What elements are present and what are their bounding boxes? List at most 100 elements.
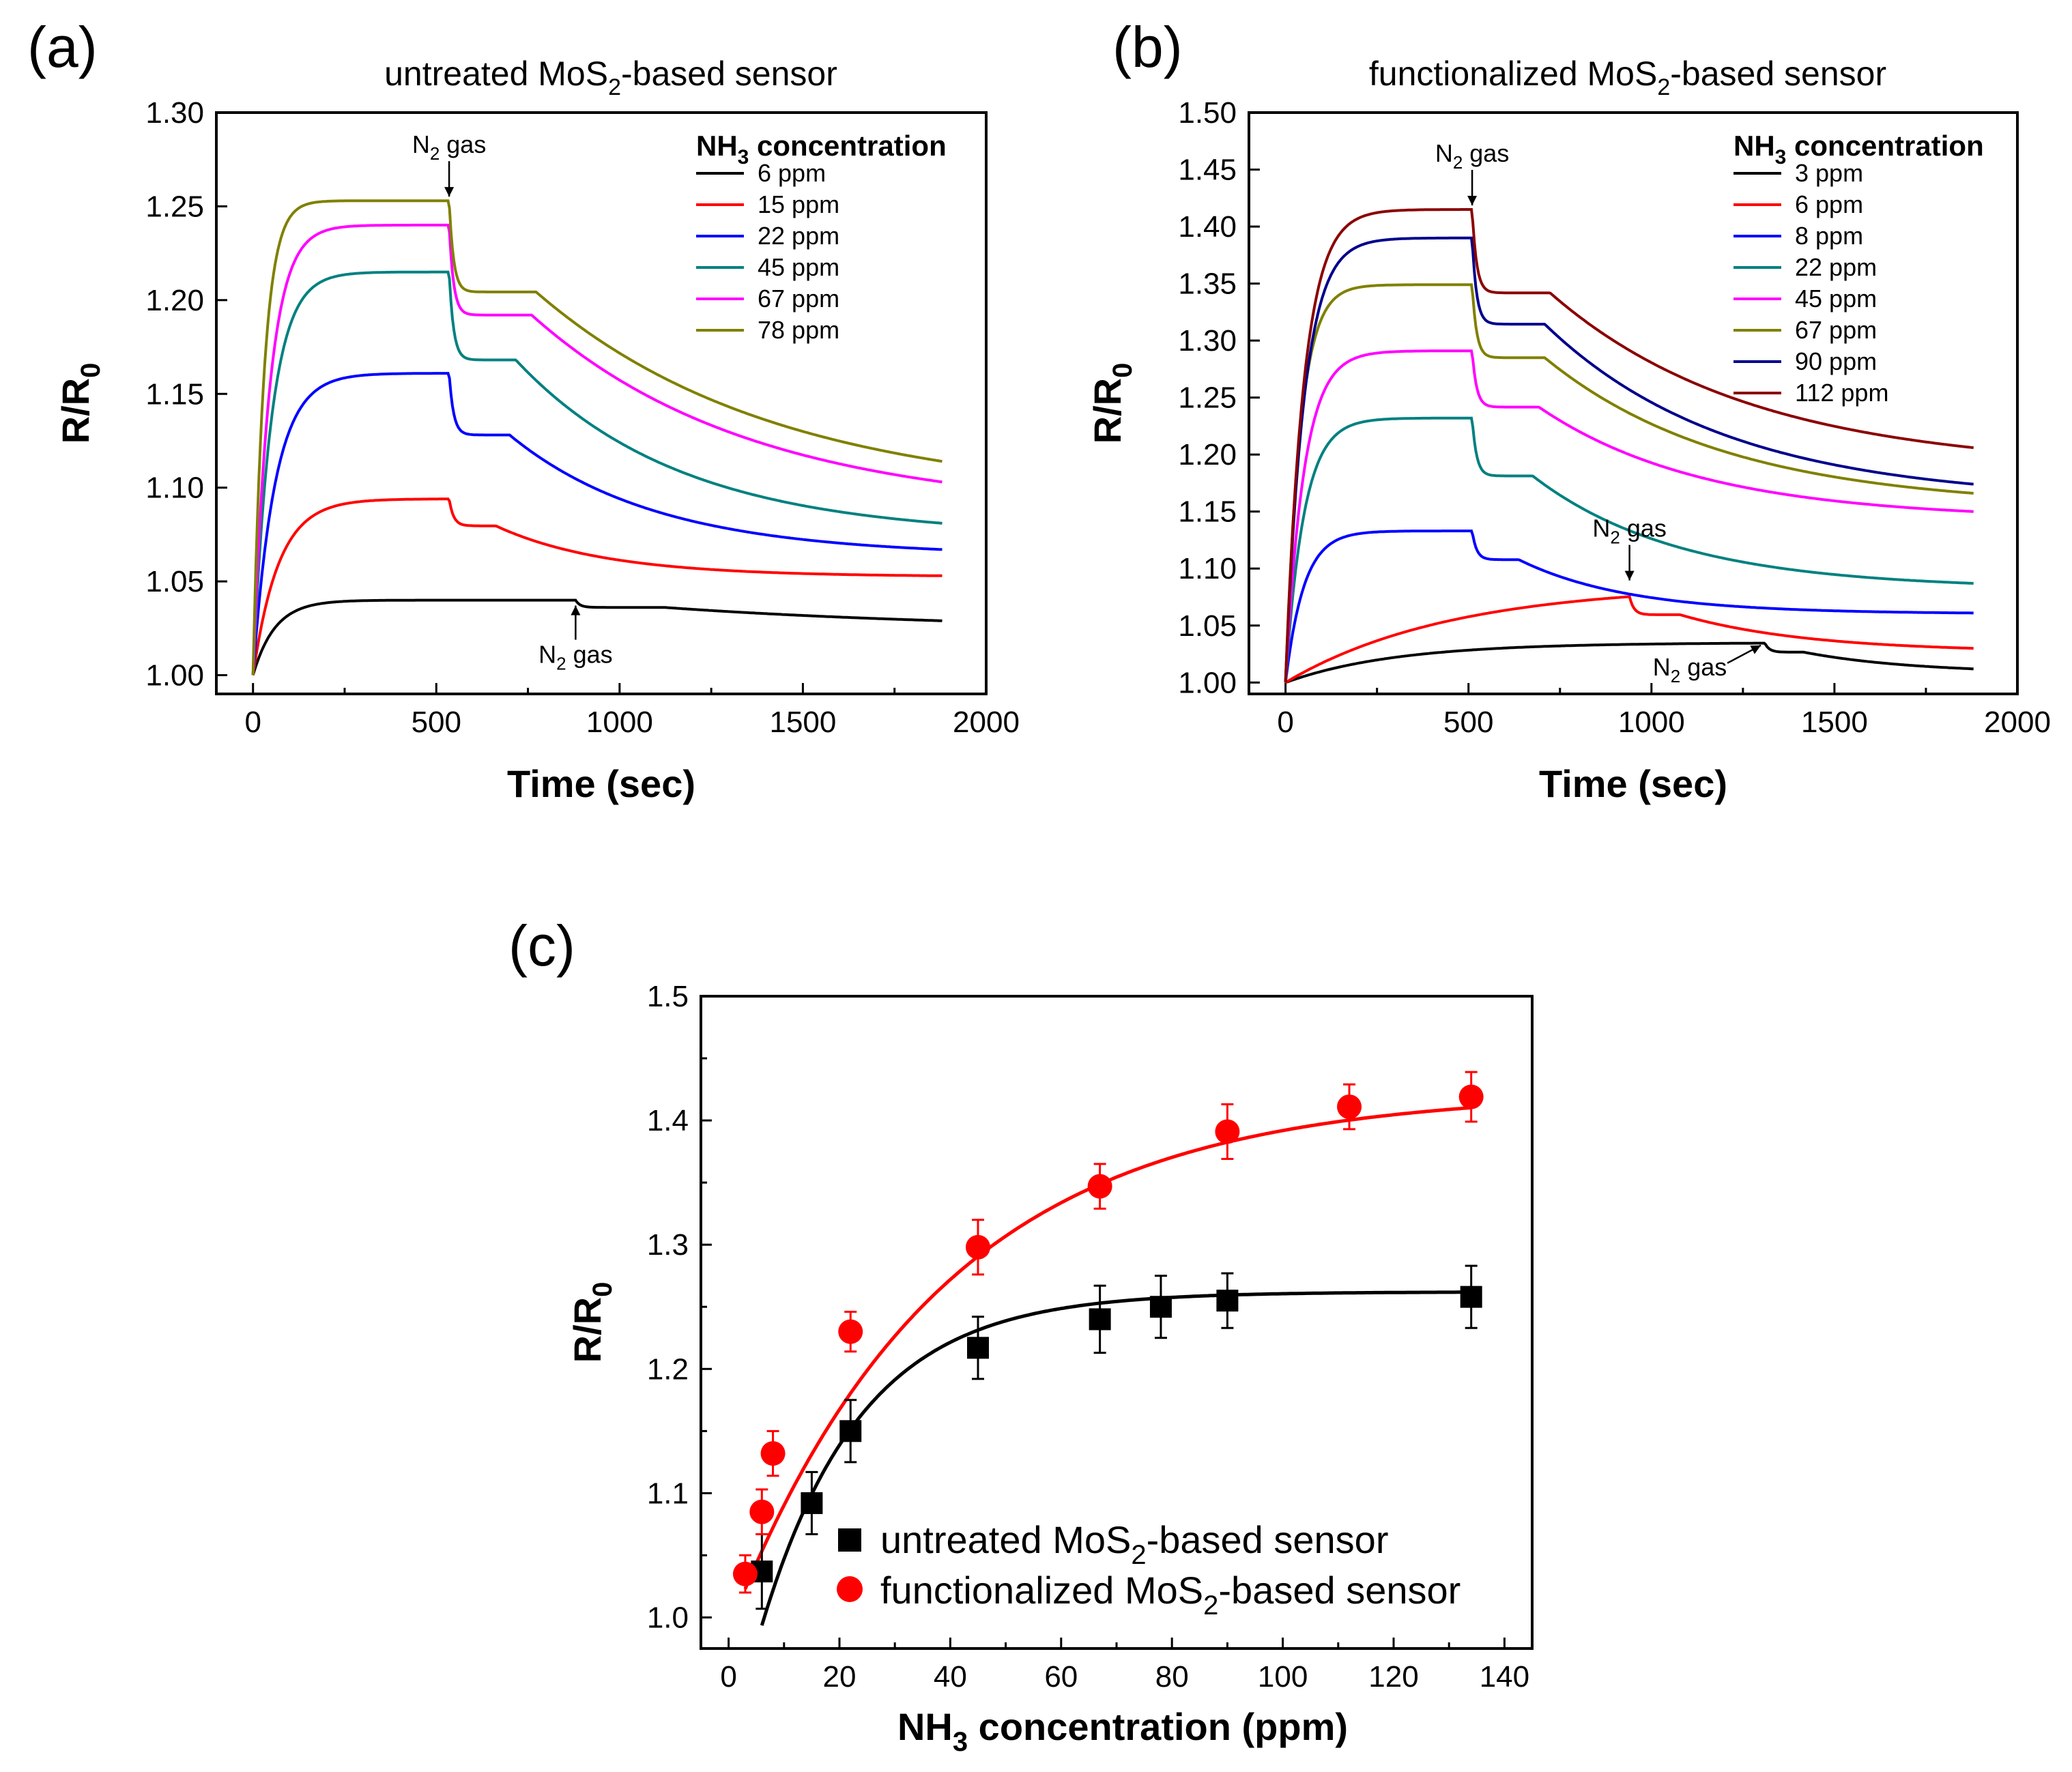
annotation-arrow-head: [1750, 645, 1761, 654]
data-point-circle: [966, 1234, 990, 1260]
fit-curve: [760, 1290, 1471, 1626]
panel-a-curves: [251, 199, 943, 676]
x-tick-label: 100: [1258, 1660, 1308, 1694]
legend-entry: 45 ppm: [758, 253, 839, 281]
data-point-circle: [760, 1441, 786, 1466]
legend-entry: 15 ppm: [758, 190, 839, 218]
y-tick-label: 1.15: [145, 377, 204, 411]
panel-c-label: (c): [508, 914, 575, 978]
y-tick-label: 1.20: [1178, 438, 1237, 471]
panel-c-ylabel: R/R0: [566, 1282, 618, 1363]
series-line: [251, 223, 943, 676]
panel-a-ticks: 0 500 1000 1500 2000 1.00 1.05 1.10 1.15 1.20 1.25…: [145, 96, 1020, 739]
y-tick-label: 1.00: [145, 659, 204, 693]
panel-a-legend-title: NH3 concentration: [696, 130, 947, 169]
panel-b-legend: NH3 concentration 3 ppm 6 ppm 8 ppm 22 ppm 4…: [1733, 130, 1984, 407]
annotation-n2-gas: N2 gas: [538, 641, 613, 674]
y-tick-label: 1.15: [1178, 495, 1237, 529]
y-tick-label: 1.45: [1178, 154, 1237, 187]
series-line: [1284, 349, 1974, 683]
annotation-arrow-head: [1624, 570, 1635, 581]
panel-c-points: [732, 1071, 1484, 1610]
panel-b-title: functionalized MoS2-based sensor: [1369, 55, 1886, 100]
y-tick-label: 1.00: [1178, 666, 1237, 699]
data-point-square: [839, 1420, 862, 1442]
data-point-square: [967, 1337, 989, 1359]
data-point-circle: [838, 1319, 863, 1344]
legend-entry: 3 ppm: [1795, 159, 1863, 187]
x-tick-label: 1500: [769, 706, 836, 739]
data-point-circle: [1087, 1174, 1112, 1199]
x-tick-label: 1500: [1801, 706, 1868, 739]
annotation-n2-gas: N2 gas: [412, 130, 487, 164]
y-tick-label: 1.10: [145, 471, 204, 505]
y-tick-label: 1.10: [1178, 552, 1237, 585]
data-point-circle: [1215, 1119, 1240, 1144]
legend-entry: 6 ppm: [758, 159, 826, 187]
x-tick-label: 120: [1368, 1660, 1418, 1694]
panel-b-frame: [1248, 111, 2019, 695]
legend-entry: 67 ppm: [1795, 316, 1877, 344]
series-line: [1284, 416, 1974, 683]
data-point-square: [1149, 1296, 1172, 1318]
panel-a-title: untreated MoS2-based sensor: [384, 55, 837, 100]
y-tick-label: 1.2: [647, 1352, 689, 1386]
series-line: [251, 270, 943, 676]
legend-entry: 78 ppm: [758, 316, 839, 344]
panel-a-xlabel: Time (sec): [507, 762, 695, 805]
data-point-square: [1460, 1286, 1482, 1308]
data-point-square: [1089, 1308, 1111, 1331]
annotation-n2-gas: N2 gas: [1592, 514, 1667, 548]
legend-entry: 45 ppm: [1795, 285, 1877, 313]
x-tick-label: 80: [1155, 1660, 1189, 1694]
panel-b-annotations: N2 gas N2 gas N2 gas: [1435, 139, 1761, 686]
y-tick-label: 1.25: [145, 190, 204, 223]
y-tick-label: 1.4: [647, 1104, 689, 1137]
x-tick-label: 40: [934, 1660, 967, 1694]
series-line: [251, 598, 943, 676]
panel-c-legend-marker-untreated: [838, 1528, 861, 1552]
panel-a-legend: NH3 concentration 6 ppm 15 ppm 22 ppm 45 pp…: [696, 130, 947, 344]
legend-entry: 6 ppm: [1795, 190, 1863, 218]
panel-b-ticks: 0 500 1000 1500 2000 1.00 1.05 1.10 1.15 1.20 1.25…: [1178, 96, 2051, 739]
y-tick-label: 1.05: [145, 565, 204, 598]
data-point-square: [801, 1492, 823, 1514]
annotation-arrow-head: [444, 187, 455, 197]
series-line: [1284, 283, 1974, 683]
legend-entry: 8 ppm: [1795, 222, 1863, 250]
series-line: [1284, 236, 1974, 683]
data-point-circle: [749, 1499, 775, 1524]
legend-entry: 90 ppm: [1795, 347, 1877, 375]
series-line: [1284, 595, 1974, 684]
x-tick-label: 2000: [953, 706, 1020, 739]
panel-b-xlabel: Time (sec): [1539, 762, 1727, 805]
panel-c-legend-label-untreated: untreated MoS2-based sensor: [880, 1518, 1388, 1570]
legend-entry: 112 ppm: [1795, 379, 1888, 407]
x-tick-label: 0: [1277, 706, 1293, 739]
x-tick-label: 0: [720, 1660, 736, 1694]
y-tick-label: 1.5: [647, 980, 689, 1013]
x-tick-label: 1000: [1618, 706, 1685, 739]
legend-entry: 22 ppm: [758, 222, 839, 250]
panel-b-label: (b): [1112, 15, 1183, 79]
series-line: [1284, 641, 1974, 684]
panel-c-ticks: 0 20 40 60 80 100 120 140 1.0 1.1 1.2 1.3 1.4 1.5: [647, 980, 1529, 1694]
x-tick-label: 2000: [1984, 706, 2051, 739]
annotation-n2-gas: N2 gas: [1435, 139, 1510, 173]
panel-b-curves: [1284, 208, 1974, 684]
y-tick-label: 1.50: [1178, 96, 1237, 130]
y-tick-label: 1.20: [145, 284, 204, 317]
x-tick-label: 500: [1443, 706, 1493, 739]
annotation-n2-gas: N2 gas: [1653, 653, 1727, 686]
series-line: [251, 199, 943, 676]
x-tick-label: 60: [1044, 1660, 1078, 1694]
panel-c-legend-label-functionalized: functionalized MoS2-based sensor: [880, 1569, 1461, 1621]
series-line: [251, 372, 943, 676]
y-tick-label: 1.1: [647, 1477, 689, 1510]
panel-b: (b) functionalized MoS2-based sensor 0 50…: [1086, 15, 2051, 805]
panel-c-legend-marker-functionalized: [837, 1576, 863, 1602]
panel-b-ylabel: R/R0: [1086, 363, 1138, 444]
panel-b-legend-title: NH3 concentration: [1733, 130, 1984, 169]
panel-a-annotations: N2 gas N2 gas: [412, 130, 613, 673]
